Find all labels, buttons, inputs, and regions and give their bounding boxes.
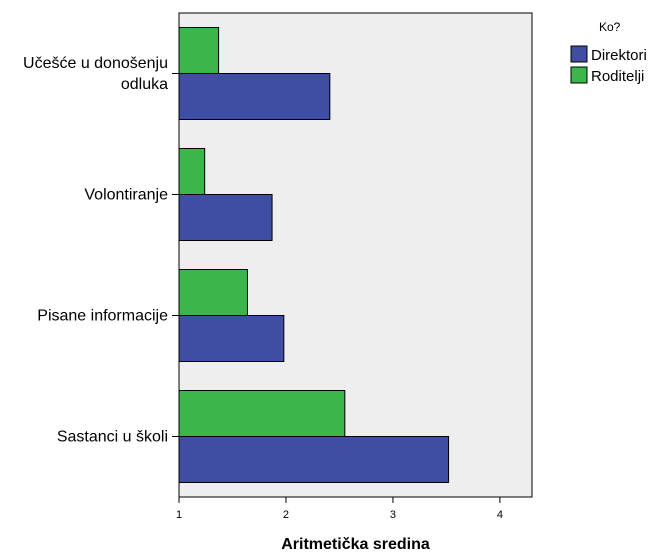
category-axis: Učešće u donošenju odluka Volontiranje Pisa… [23,55,179,446]
bar-direktori-1 [178,194,273,241]
legend-swatch-direktori [570,45,588,63]
legend-label-roditelji: Roditelji [591,68,644,85]
x-tick-label-2: 3 [390,509,396,521]
category-label-0-line-0: Učešće u donošenju [23,55,168,72]
legend-label-direktori: Direktori [591,47,647,64]
legend: Ko? Direktori Roditelji [570,20,647,85]
category-label-2: Pisane informacije [37,308,168,325]
bar-roditelji-0 [178,27,220,74]
x-tick-label-1: 2 [283,509,289,521]
category-label-1: Volontiranje [84,187,168,204]
x-tick-label-3: 4 [497,509,503,521]
bar-roditelji-1 [178,148,206,195]
x-tick-label-0: 1 [176,509,182,521]
bar-direktori-0 [178,73,331,120]
bar-direktori-2 [178,315,285,362]
x-axis-title: Aritmetička sredina [281,536,430,552]
bar-roditelji-2 [178,269,248,316]
legend-swatch-roditelji [570,66,588,84]
category-label-3: Sastanci u školi [57,429,168,446]
bar-roditelji-3 [178,390,346,437]
category-label-0-line-1: odluka [121,76,168,93]
x-axis: 1 2 3 4 [176,497,503,521]
legend-title: Ko? [599,20,621,34]
bars-layer [178,27,450,483]
bar-direktori-3 [178,436,450,483]
